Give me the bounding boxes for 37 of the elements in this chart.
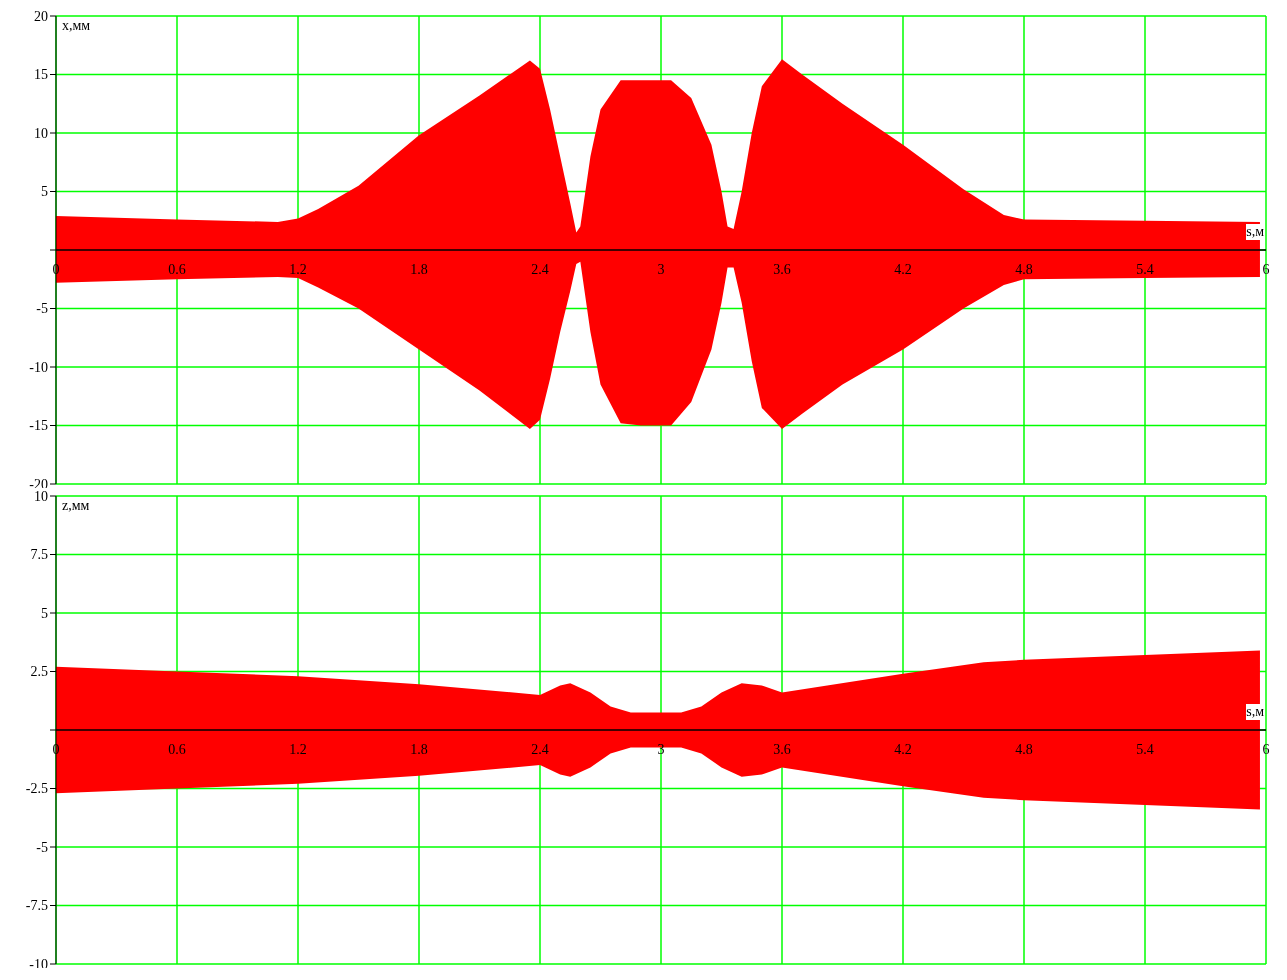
x-axis-title: s,м: [1246, 704, 1264, 720]
x-tick-label: 5.4: [1136, 262, 1154, 277]
y-tick-label: -7.5: [25, 898, 48, 914]
x-tick-label: 0.6: [168, 742, 186, 757]
x-tick-label: 5.4: [1136, 742, 1154, 757]
y-tick-label: 5: [41, 184, 48, 200]
y-tick-label: -10: [29, 359, 48, 375]
y-tick-label: -2.5: [25, 781, 48, 797]
x-tick-label: 3: [657, 262, 665, 277]
x-tick-label: 4.2: [894, 262, 912, 277]
y-tick-label: 5: [41, 605, 48, 621]
x-tick-label: 4.8: [1015, 262, 1033, 277]
x-tick-label: 1.2: [289, 262, 307, 277]
y-tick-label: 15: [34, 67, 48, 83]
y-tick-label: 10: [34, 125, 48, 141]
x-tick-label: 3.6: [773, 262, 791, 277]
y-tick-label: -15: [29, 418, 48, 434]
y-tick-label: 7.5: [30, 547, 48, 563]
x-tick-label: 3.6: [773, 742, 791, 757]
x-tick-label: 2.4: [531, 262, 549, 277]
x-tick-label: 0: [52, 262, 60, 277]
x-tick-label: 4.2: [894, 742, 912, 757]
y-axis-title: z,мм: [62, 498, 90, 514]
x-axis-title: s,м: [1246, 224, 1264, 240]
y-tick-label: 20: [34, 8, 48, 24]
y-tick-label: -5: [36, 839, 48, 855]
x-tick-label: 1.8: [410, 742, 428, 757]
y-tick-label: 10: [34, 488, 48, 504]
x-tick-label: 4.8: [1015, 742, 1033, 757]
x-tick-label: 0: [52, 742, 60, 757]
x-tick-label: 1.8: [410, 262, 428, 277]
x-tick-label: 1.2: [289, 742, 307, 757]
y-axis-title: x,мм: [62, 18, 91, 34]
x-tick-label: 0.6: [168, 262, 186, 277]
y-tick-label: -5: [36, 301, 48, 317]
x-tick-label: 2.4: [531, 742, 549, 757]
y-tick-label: 2.5: [30, 664, 48, 680]
